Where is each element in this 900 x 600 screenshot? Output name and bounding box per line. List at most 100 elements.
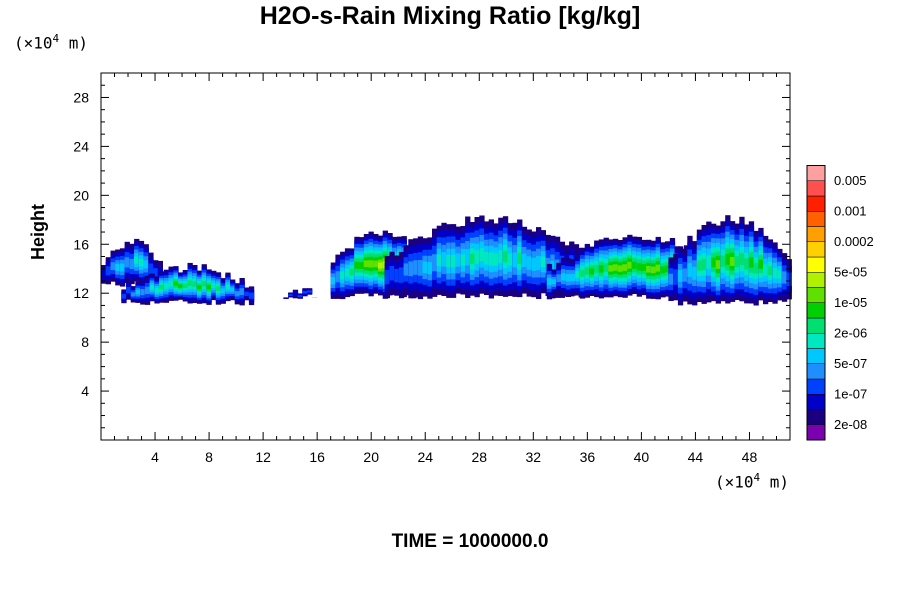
colorbar-swatch [806,211,826,227]
field-cell [608,265,614,272]
field-cell [121,294,127,299]
field-cell [138,259,145,267]
colorbar-label: 0.005 [834,173,867,188]
colorbar-swatch [806,226,826,242]
field-cell [417,260,424,276]
x-tick-label: 8 [205,449,213,465]
field-cell [617,265,624,272]
field-cell [159,284,165,290]
field-cell [135,289,141,295]
field-cell [211,283,217,288]
field-cell [373,260,379,268]
field-cell [739,253,745,266]
field-cell [148,263,154,275]
field-cell [744,258,750,270]
colorbar-label: 2e-08 [834,417,867,432]
field-cell [413,260,419,275]
field-cell [140,289,146,296]
field-cell [598,265,605,273]
y-tick-label: 20 [73,187,89,203]
field-cell [758,259,764,269]
field-cell [427,261,433,275]
field-cell [512,252,518,268]
x-tick-label: 44 [688,449,704,465]
colorbar-label: 1e-05 [834,295,867,310]
field-cell [677,269,684,282]
field-cell [359,261,365,269]
field-cell [178,284,184,288]
colorbar-swatch [806,409,826,425]
field-cell [344,268,351,277]
field-cell [763,264,769,276]
field-cell [660,266,666,274]
field-cell [302,291,308,294]
field-cell [349,268,355,276]
field-cell [646,266,652,273]
field-cell [394,268,400,283]
field-cell [469,253,476,265]
field-cell [579,269,586,277]
x-unit-exponent: 4 [753,471,761,484]
field-cell [173,281,179,286]
field-cell [239,288,245,295]
field-cell [335,271,341,283]
field-cell [187,280,193,287]
field-cell [460,254,466,266]
field-cell [244,291,250,296]
y-axis-unit-label: (×104 m) [14,32,88,52]
field-cell [436,254,442,266]
x-tick-label: 40 [634,449,650,465]
field-cell [536,255,542,271]
x-tick-label: 32 [526,449,542,465]
colorbar-swatch [806,378,826,395]
x-tick-label: 16 [309,449,325,465]
field-cell [330,277,336,285]
field-cell [168,280,174,287]
field-cell [153,268,159,277]
field-cell [725,253,731,265]
x-tick-label: 48 [742,449,758,465]
field-cell [781,271,788,284]
field-cell [154,288,160,293]
y-tick-label: 28 [73,89,89,105]
field-cell [665,265,671,273]
field-cell [550,260,556,274]
field-cell [786,272,792,286]
field-cell [215,286,222,291]
field-cell [465,249,471,266]
field-cell [398,267,405,283]
field-cell [422,261,428,274]
field-cell [584,267,590,275]
colorbar-swatch [806,272,826,288]
field-cell [389,266,395,281]
x-tick-label: 12 [255,449,271,465]
field-cell [498,250,504,264]
field-cell [701,258,707,271]
x-unit-prefix: (×10 [715,472,754,492]
field-cell [474,250,480,264]
x-tick-label: 36 [580,449,596,465]
field-cell [706,255,712,269]
field-cell [720,255,726,267]
field-cell [526,256,532,270]
field-cell [368,260,374,268]
colorbar-swatch [806,363,826,380]
field-cell [115,263,121,271]
field-cell [196,285,203,290]
field-cell [163,283,170,289]
colorbar-swatch [806,317,826,334]
colorbar-swatch [806,424,826,441]
field-cell [502,250,509,263]
x-unit-suffix: m) [760,472,790,492]
x-tick-label: 20 [363,449,379,465]
field-cell [641,264,647,271]
field-cell [561,272,567,281]
y-unit-suffix: m) [59,33,89,53]
y-unit-prefix: (×10 [14,33,53,53]
field-cell [144,286,151,294]
field-cell [129,258,135,269]
field-cell [384,270,390,285]
field-cell [288,294,294,296]
colorbar-label: 5e-07 [834,356,867,371]
colorbar-swatch [806,333,826,349]
